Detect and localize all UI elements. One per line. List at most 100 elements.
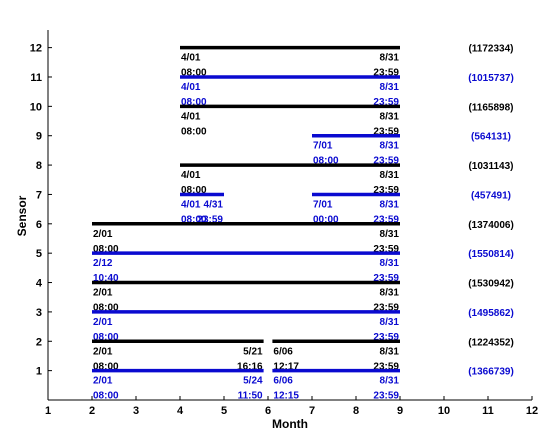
start-date-label: 2/01: [93, 317, 113, 328]
start-date-label: 4/01: [181, 170, 201, 181]
start-time-label: 10:40: [93, 273, 119, 284]
y-tick-label: 4: [36, 278, 43, 290]
sensor-row-11: 4/01 08:00 8/31 23:59 (1015737): [180, 73, 514, 108]
x-tick-label: 12: [526, 405, 538, 417]
end-date-label: 8/31: [380, 111, 400, 122]
end-time-label: 23:59: [373, 156, 399, 167]
start-date-label: 4/01: [181, 82, 201, 93]
end-date-label: 8/31: [380, 53, 400, 64]
start-date-label: 2/01: [93, 346, 113, 357]
end-time-label: 23:59: [373, 126, 399, 137]
start-date-label: 7/01: [313, 141, 333, 152]
sensor-row-7: 4/01 08:00 4/31 23:59 7/01 00:00 8/31 23:59 (457…: [180, 190, 511, 225]
end-date-label: 8/31: [380, 170, 400, 181]
x-tick-label: 2: [89, 405, 95, 417]
record-count-label: (1495862): [468, 308, 514, 319]
end-date-label: 8/31: [380, 82, 400, 93]
y-tick-label: 5: [36, 248, 42, 260]
x-tick-label: 10: [438, 405, 450, 417]
sensor-row-6: 2/01 08:00 8/31 23:59 (1374006): [92, 220, 514, 255]
y-tick-label: 7: [36, 189, 42, 201]
record-count-label: (1015737): [468, 73, 514, 84]
start-date-label: 2/12: [93, 258, 113, 269]
start-time-label: 08:00: [181, 185, 207, 196]
y-tick-label: 6: [36, 219, 42, 231]
end-date-label: 8/31: [380, 288, 400, 299]
y-tick-label: 12: [30, 43, 42, 55]
end-date-label: 8/31: [380, 229, 400, 240]
start-time-label: 08:00: [93, 391, 119, 402]
end-date-label: 8/31: [380, 141, 400, 152]
start-time-label: 08:00: [93, 244, 119, 255]
x-tick-label: 4: [177, 405, 184, 417]
y-tick-label: 9: [36, 131, 42, 143]
record-count-label: (1031143): [468, 161, 513, 172]
end-date-label: 8/31: [380, 199, 400, 210]
end-time-label: 16:16: [237, 361, 263, 372]
start-time-label: 12:17: [273, 361, 299, 372]
end-date-label: 4/31: [204, 199, 224, 210]
x-tick-label: 7: [309, 405, 315, 417]
x-tick-label: 3: [133, 405, 139, 417]
sensor-row-12: 4/01 08:00 8/31 23:59 (1172334): [180, 44, 514, 79]
start-date-label: 4/01: [181, 53, 201, 64]
sensor-row-1: 2/01 08:00 5/24 11:50 6/06 12:15 8/31 23:59 (136…: [92, 367, 514, 402]
y-tick-label: 1: [36, 366, 42, 378]
x-tick-label: 6: [265, 405, 271, 417]
sensor-row-3: 2/01 08:00 8/31 23:59 (1495862): [92, 308, 514, 343]
record-count-label: (1374006): [468, 220, 514, 231]
sensor-row-8: 4/01 08:00 8/31 23:59 (1031143): [180, 161, 514, 196]
start-date-label: 6/06: [273, 346, 293, 357]
start-date-label: 6/06: [273, 376, 293, 387]
record-count-label: (1530942): [468, 279, 514, 290]
y-tick-label: 3: [36, 307, 42, 319]
y-tick-label: 2: [36, 336, 42, 348]
end-time-label: 23:59: [373, 97, 399, 108]
end-time-label: 23:59: [373, 361, 399, 372]
end-time-label: 23:59: [373, 244, 399, 255]
x-tick-label: 8: [353, 405, 359, 417]
record-count-label: (1224352): [468, 337, 514, 348]
end-time-label: 23:59: [373, 185, 399, 196]
start-time-label: 08:00: [93, 361, 119, 372]
start-time-label: 00:00: [313, 214, 339, 225]
start-time-label: 08:00: [181, 97, 207, 108]
start-time-label: 08:00: [181, 214, 207, 225]
start-date-label: 7/01: [313, 199, 333, 210]
y-axis-label: Sensor: [15, 195, 29, 236]
sensor-row-4: 2/01 08:00 8/31 23:59 (1530942): [92, 279, 514, 314]
sensor-row-10: 4/01 08:00 8/31 23:59 (1165898): [180, 102, 514, 137]
end-date-label: 8/31: [380, 346, 400, 357]
x-tick-label: 11: [482, 405, 494, 417]
start-time-label: 08:00: [313, 156, 339, 167]
start-date-label: 2/01: [93, 376, 113, 387]
record-count-label: (1550814): [468, 249, 514, 260]
end-time-label: 23:59: [373, 303, 399, 314]
end-time-label: 23:59: [373, 391, 399, 402]
end-time-label: 23:59: [373, 214, 399, 225]
start-time-label: 12:15: [273, 391, 299, 402]
start-time-label: 08:00: [93, 303, 119, 314]
x-axis-label: Month: [272, 417, 308, 431]
start-date-label: 4/01: [181, 111, 201, 122]
end-time-label: 23:59: [373, 332, 399, 343]
sensor-row-2: 2/01 08:00 5/21 16:16 6/06 12:17 8/31 23:59 (122…: [92, 337, 514, 372]
x-tick-label: 9: [397, 405, 403, 417]
x-tick-label: 1: [45, 405, 51, 417]
end-time-label: 23:59: [373, 68, 399, 79]
end-time-label: 23:59: [373, 273, 399, 284]
end-date-label: 5/21: [243, 346, 263, 357]
record-count-label: (1165898): [468, 102, 513, 113]
start-date-label: 4/01: [181, 199, 201, 210]
start-date-label: 2/01: [93, 288, 113, 299]
y-tick-label: 11: [30, 72, 42, 84]
end-date-label: 8/31: [380, 317, 400, 328]
record-count-label: (457491): [471, 190, 511, 201]
end-date-label: 8/31: [380, 258, 400, 269]
start-time-label: 08:00: [93, 332, 119, 343]
record-count-label: (564131): [471, 132, 511, 143]
start-time-label: 08:00: [181, 68, 207, 79]
end-date-label: 8/31: [380, 376, 400, 387]
